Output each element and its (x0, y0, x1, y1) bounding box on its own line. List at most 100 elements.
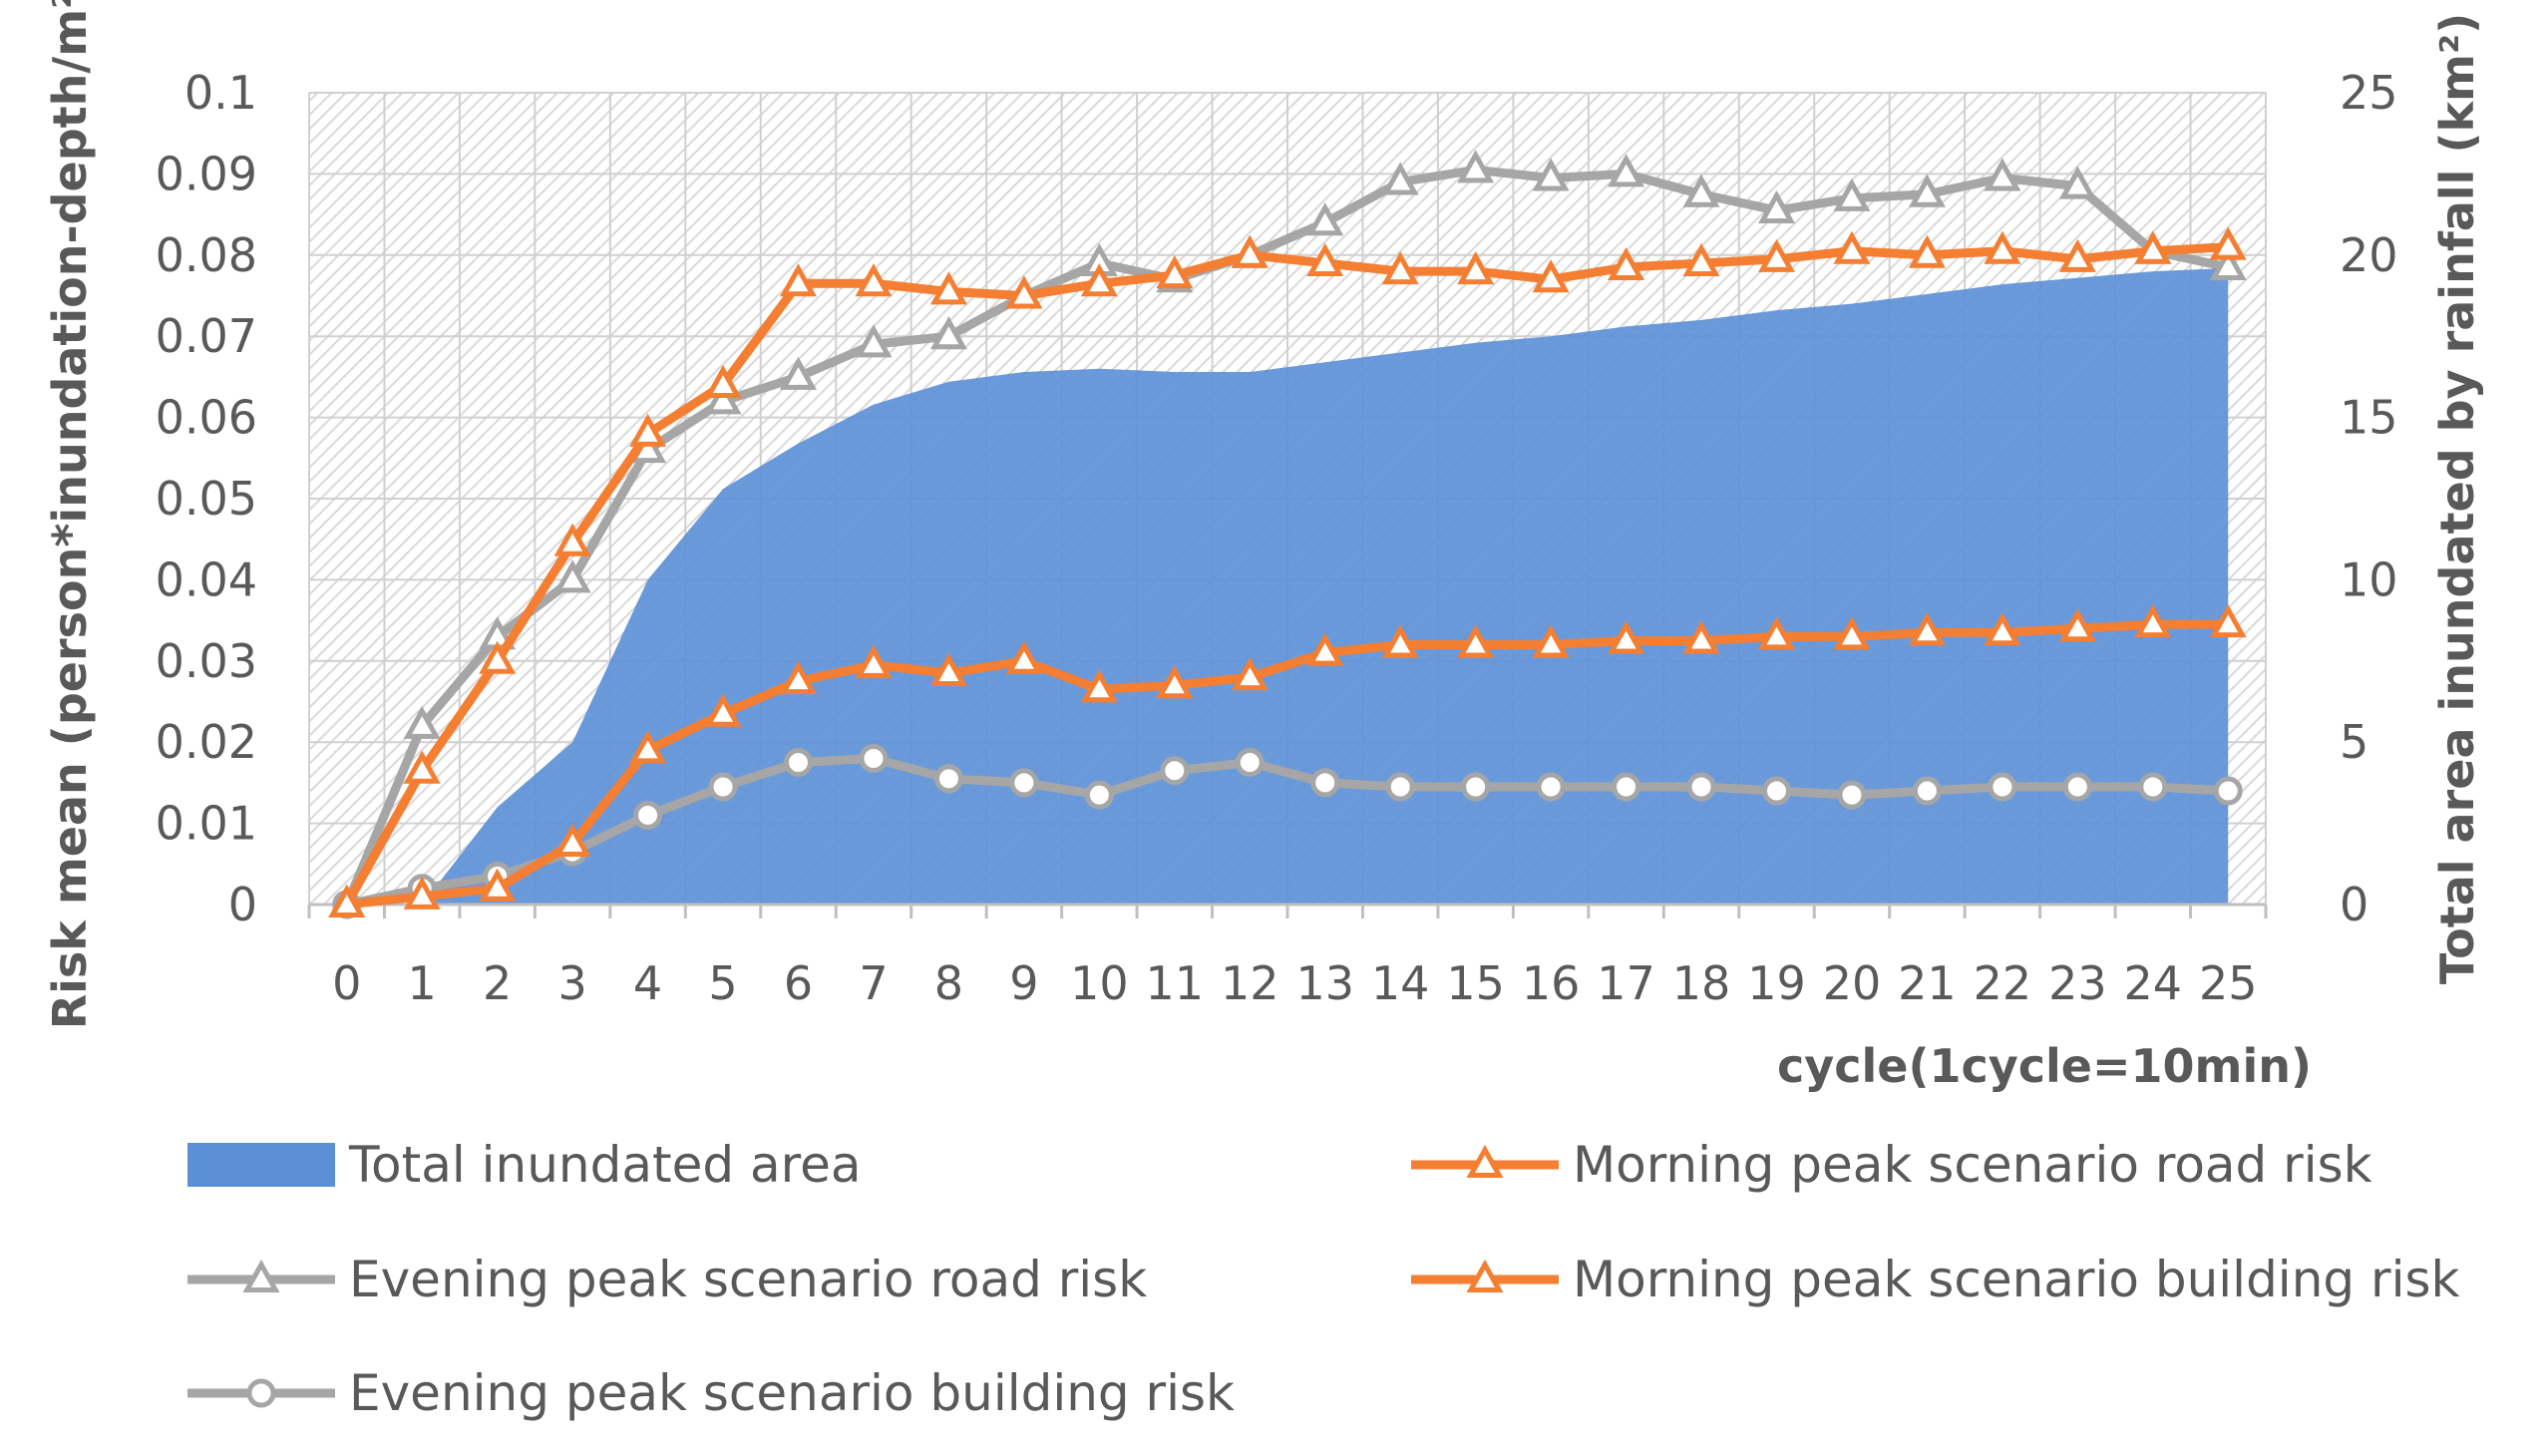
y2-tick-label: 10 (2340, 552, 2398, 606)
point-morning-peak-scenario-road-risk (1457, 250, 1495, 285)
point-morning-peak-scenario-building-risk (929, 652, 967, 687)
point-evening-peak-scenario-building-risk (708, 772, 738, 802)
point-morning-peak-scenario-building-risk (855, 644, 893, 678)
point-evening-peak-scenario-road-risk (553, 559, 591, 593)
point-morning-peak-scenario-building-risk (1532, 624, 1570, 658)
point-morning-peak-scenario-building-risk (1080, 669, 1118, 703)
legend-label: Evening peak scenario building risk (349, 1364, 1235, 1422)
point-evening-peak-scenario-building-risk (933, 764, 963, 794)
point-morning-peak-scenario-building-risk (479, 868, 517, 902)
point-evening-peak-scenario-road-risk (2058, 166, 2096, 199)
point-morning-peak-scenario-road-risk (1381, 250, 1419, 285)
point-evening-peak-scenario-building-risk (1762, 776, 1791, 806)
y-tick-label: 0.04 (156, 552, 257, 606)
y2-tick-label: 5 (2340, 715, 2368, 769)
point-morning-peak-scenario-road-risk (2209, 226, 2247, 260)
x-tick-label: 17 (1597, 956, 1655, 1010)
x-tick-label: 6 (784, 956, 813, 1010)
y-tick-label: 0.1 (184, 66, 257, 120)
point-evening-peak-scenario-road-risk (1532, 158, 1570, 191)
y-tick-label: 0.07 (156, 309, 257, 363)
point-morning-peak-scenario-road-risk (1231, 234, 1269, 268)
point-evening-peak-scenario-road-risk (1984, 158, 2021, 191)
legend-label: Morning peak scenario building risk (1573, 1251, 2460, 1308)
point-morning-peak-scenario-building-risk (1608, 620, 1645, 654)
point-morning-peak-scenario-building-risk (1984, 612, 2021, 646)
x-tick-label: 16 (1522, 956, 1581, 1010)
point-evening-peak-scenario-building-risk (1009, 768, 1039, 798)
x-tick-label: 13 (1295, 956, 1354, 1010)
legend-label: Morning peak scenario road risk (1573, 1136, 2372, 1194)
point-morning-peak-scenario-road-risk (1984, 230, 2021, 264)
legend-label: Evening peak scenario road risk (349, 1251, 1147, 1308)
point-morning-peak-scenario-road-risk (479, 640, 517, 674)
point-morning-peak-scenario-building-risk (2209, 604, 2247, 638)
legend-marker (1466, 1144, 1504, 1178)
y2-tick-label: 25 (2340, 66, 2398, 120)
x-tick-label: 18 (1672, 956, 1731, 1010)
point-evening-peak-scenario-road-risk (1833, 178, 1871, 211)
point-morning-peak-scenario-building-risk (328, 884, 366, 917)
point-evening-peak-scenario-building-risk (1310, 768, 1340, 798)
x-tick-label: 4 (633, 956, 662, 1010)
point-morning-peak-scenario-road-risk (779, 263, 818, 297)
point-morning-peak-scenario-road-risk (1080, 263, 1118, 297)
point-evening-peak-scenario-road-risk (1908, 174, 1946, 207)
point-evening-peak-scenario-road-risk (1682, 174, 1720, 207)
point-evening-peak-scenario-road-risk (704, 381, 742, 415)
point-morning-peak-scenario-road-risk (1156, 255, 1194, 289)
right-axis-ticks: 0 5 10 15 20 25 (2340, 66, 2398, 931)
x-tick-label: 11 (1146, 956, 1205, 1010)
point-evening-peak-scenario-road-risk (779, 356, 818, 390)
point-evening-peak-scenario-building-risk (1837, 780, 1867, 810)
legend-label: Total inundated area (348, 1136, 862, 1194)
x-tick-label: 9 (1009, 956, 1038, 1010)
point-evening-peak-scenario-building-risk (1385, 772, 1415, 802)
point-morning-peak-scenario-building-risk (629, 730, 667, 764)
point-morning-peak-scenario-building-risk (779, 661, 818, 695)
point-evening-peak-scenario-road-risk (2209, 246, 2247, 281)
point-evening-peak-scenario-building-risk (2213, 776, 2243, 806)
legend-item: Total inundated area (187, 1136, 862, 1194)
point-morning-peak-scenario-road-risk (1908, 234, 1946, 268)
axes (307, 903, 2268, 918)
point-morning-peak-scenario-building-risk (704, 693, 742, 727)
point-morning-peak-scenario-road-risk (1757, 238, 1796, 272)
point-evening-peak-scenario-road-risk (403, 705, 441, 739)
x-axis-title: cycle(1cycle=10min) (1777, 1039, 2312, 1093)
point-morning-peak-scenario-road-risk (553, 523, 591, 556)
x-tick-label: 1 (408, 956, 437, 1010)
point-evening-peak-scenario-building-risk (2062, 772, 2092, 802)
area-layer (346, 267, 2229, 906)
point-morning-peak-scenario-road-risk (855, 263, 893, 297)
point-morning-peak-scenario-building-risk (1757, 616, 1796, 650)
legend-marker (242, 1259, 280, 1292)
x-tick-label: 25 (2199, 956, 2258, 1010)
point-evening-peak-scenario-building-risk (633, 800, 663, 830)
y-tick-label: 0 (228, 878, 257, 931)
x-tick-label: 10 (1070, 956, 1129, 1010)
y-tick-label: 0.01 (156, 797, 257, 851)
point-morning-peak-scenario-road-risk (1005, 275, 1043, 309)
lines-layer (328, 150, 2247, 919)
x-tick-label: 22 (1974, 956, 2032, 1010)
point-morning-peak-scenario-road-risk (1608, 246, 1645, 281)
legend-marker (246, 1378, 276, 1408)
point-evening-peak-scenario-building-risk (1686, 772, 1716, 802)
point-evening-peak-scenario-road-risk (1608, 154, 1645, 187)
x-tick-label: 20 (1823, 956, 1882, 1010)
x-tick-label: 5 (708, 956, 737, 1010)
point-morning-peak-scenario-road-risk (1833, 230, 1871, 264)
point-morning-peak-scenario-road-risk (2134, 230, 2172, 264)
x-tick-label: 19 (1747, 956, 1806, 1010)
point-evening-peak-scenario-road-risk (1306, 202, 1344, 236)
y-tick-label: 0.05 (156, 472, 257, 526)
point-evening-peak-scenario-building-risk (859, 743, 889, 773)
y2-tick-label: 20 (2340, 228, 2398, 282)
x-tick-label: 21 (1898, 956, 1957, 1010)
point-evening-peak-scenario-road-risk (929, 316, 967, 350)
y2-tick-label: 0 (2340, 878, 2368, 931)
x-tick-label: 12 (1221, 956, 1279, 1010)
point-morning-peak-scenario-road-risk (403, 750, 441, 784)
